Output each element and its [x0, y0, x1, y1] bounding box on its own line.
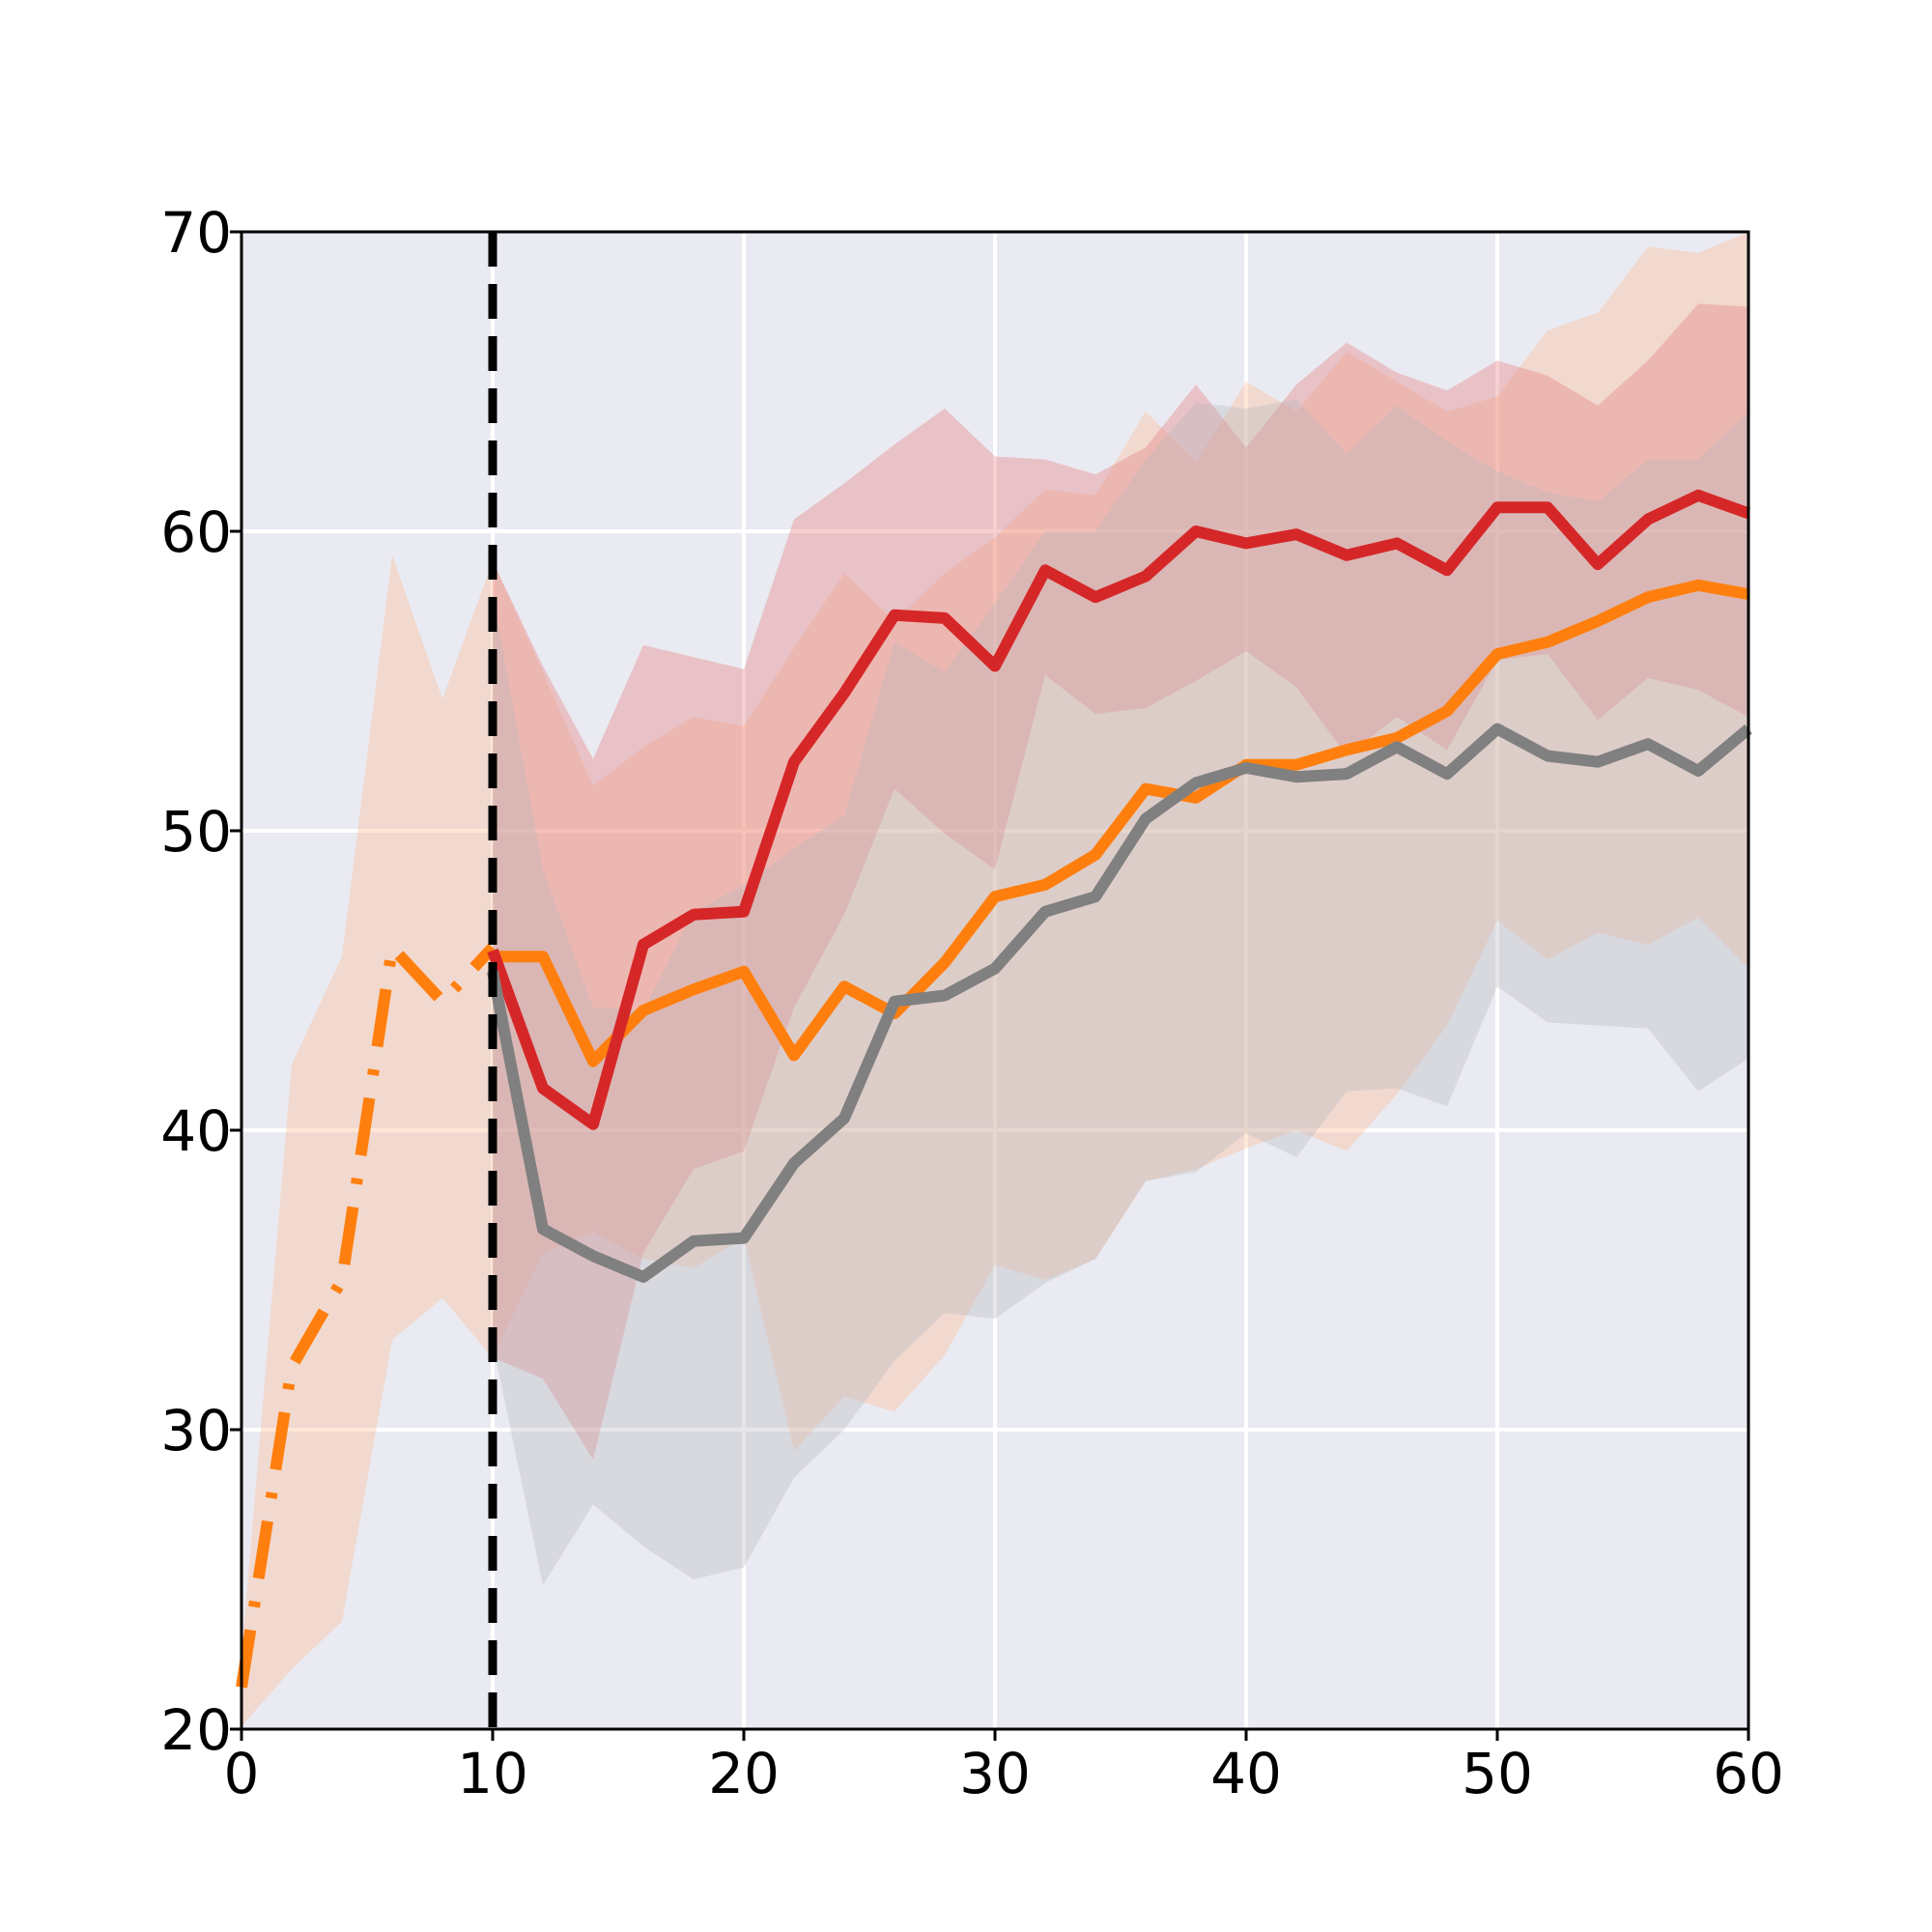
series-0-line — [236, 934, 497, 1689]
y-tick-label-4: 60 — [160, 499, 232, 565]
y-tick-label-5: 70 — [160, 200, 232, 266]
y-tick-label-0: 20 — [160, 1697, 232, 1763]
series-1-line — [493, 579, 1750, 1067]
series-3-line — [487, 723, 1752, 1283]
y-tick-label-1: 30 — [160, 1398, 232, 1463]
x-tick-label-3: 30 — [959, 1741, 1031, 1806]
x-tick-label-4: 40 — [1210, 1741, 1282, 1806]
x-tick-label-6: 60 — [1713, 1741, 1784, 1806]
series-2-line — [487, 489, 1751, 1130]
x-tick-label-1: 10 — [457, 1741, 528, 1806]
x-tick-label-5: 50 — [1462, 1741, 1533, 1806]
series-3-band — [493, 399, 1748, 1586]
axis-ticks — [230, 230, 1750, 1741]
series-2-band — [493, 303, 1748, 1460]
y-tick-label-3: 50 — [160, 799, 232, 865]
series-lines — [236, 489, 1752, 1689]
x-axis-tick-labels: 0 10 20 30 40 50 60 — [224, 1741, 1784, 1806]
y-tick-label-2: 40 — [160, 1098, 232, 1164]
x-tick-label-2: 20 — [708, 1741, 780, 1806]
x-tick-label-0: 0 — [224, 1741, 260, 1806]
y-axis-tick-labels: 20 30 40 50 60 70 — [160, 200, 232, 1763]
